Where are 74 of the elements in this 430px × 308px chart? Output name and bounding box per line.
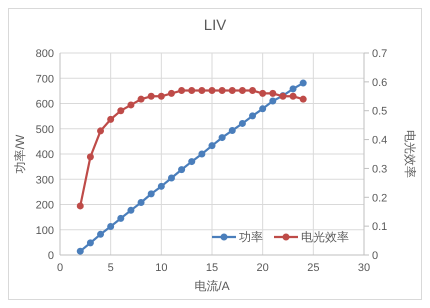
y-tick-label: 700 <box>36 73 54 86</box>
x-tick-label: 15 <box>206 262 218 274</box>
point <box>107 222 114 230</box>
point <box>269 97 276 104</box>
x-tick-label: 5 <box>108 262 114 274</box>
point <box>97 127 104 134</box>
y2-tick-label: 0.4 <box>372 134 388 147</box>
y-tick-label: 100 <box>36 224 54 237</box>
y-tick-label: 300 <box>36 174 54 186</box>
x-tick-label: 20 <box>256 262 269 274</box>
x-axis-title: 电流/A <box>194 279 230 293</box>
point <box>97 230 104 238</box>
point <box>127 101 134 108</box>
point <box>168 174 175 182</box>
y-tick-label: 200 <box>36 200 54 212</box>
legend-label: 电光效率 <box>301 230 349 244</box>
point <box>107 116 114 123</box>
y-tick-label: 600 <box>36 98 54 110</box>
point <box>117 107 124 114</box>
point <box>86 239 94 246</box>
point <box>208 142 216 150</box>
point <box>76 248 84 255</box>
y-axis-title: 功率/W <box>13 134 27 174</box>
x-tick-label: 25 <box>307 262 320 274</box>
point <box>86 153 94 160</box>
chart-title: LIV <box>204 17 226 34</box>
x-tick-label: 30 <box>358 262 370 274</box>
y2-tick-label: 0.5 <box>372 106 388 118</box>
point <box>238 120 246 127</box>
point <box>76 202 84 210</box>
point <box>117 214 124 222</box>
y-tick-label: 0 <box>48 250 54 262</box>
y2-tick-label: 0.2 <box>372 192 388 204</box>
y2-tick-label: 0.3 <box>372 163 388 176</box>
y-tick-label: 400 <box>36 149 54 161</box>
point <box>259 105 266 112</box>
x-tick-label: 0 <box>56 262 64 274</box>
legend-label: 功率 <box>239 230 263 244</box>
y-tick-label: 500 <box>36 124 54 136</box>
y2-tick-label: 0.6 <box>372 76 388 89</box>
point <box>238 87 246 94</box>
point <box>188 87 196 94</box>
point <box>249 112 256 120</box>
point <box>138 198 145 206</box>
point <box>127 206 134 214</box>
point <box>198 87 206 94</box>
point <box>249 87 256 94</box>
point <box>228 127 236 134</box>
point <box>290 85 297 92</box>
point <box>188 158 196 166</box>
point <box>218 134 226 142</box>
point <box>228 87 236 94</box>
point <box>300 80 307 87</box>
point <box>259 90 266 97</box>
point <box>208 87 216 94</box>
x-tick-label: 10 <box>155 262 168 274</box>
point <box>138 96 145 103</box>
point <box>158 182 165 190</box>
point <box>178 166 186 174</box>
y-tick-label: 800 <box>36 48 54 60</box>
point <box>290 92 297 100</box>
point <box>269 90 276 97</box>
point <box>300 96 307 103</box>
point <box>158 92 165 100</box>
point <box>148 92 155 100</box>
point <box>148 190 155 198</box>
y2-tick-label: 0.1 <box>372 221 388 234</box>
point <box>178 87 186 94</box>
y2-tick-label: 0.7 <box>372 48 388 60</box>
y2-tick-label: 0 <box>372 250 378 262</box>
point <box>198 150 206 158</box>
point <box>218 87 226 94</box>
y2-axis-title: 电光效率 <box>403 130 417 178</box>
point <box>168 90 175 97</box>
